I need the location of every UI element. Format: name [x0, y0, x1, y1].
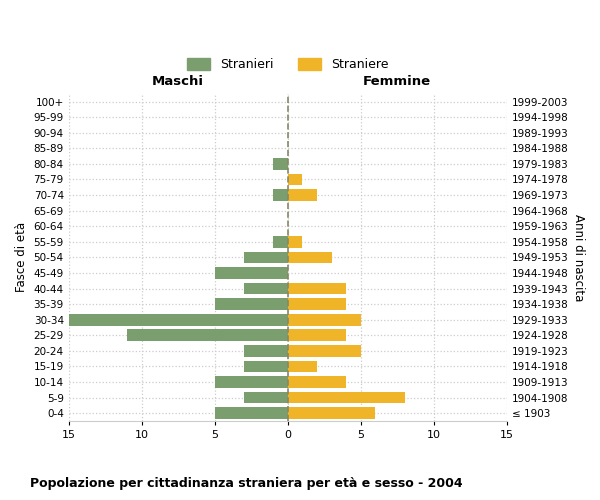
Bar — [244, 345, 287, 356]
Bar — [287, 174, 302, 186]
Bar — [287, 392, 404, 404]
Legend: Stranieri, Straniere: Stranieri, Straniere — [187, 58, 388, 71]
Bar — [287, 282, 346, 294]
Bar — [287, 252, 331, 263]
Text: Popolazione per cittadinanza straniera per età e sesso - 2004: Popolazione per cittadinanza straniera p… — [30, 477, 463, 490]
Bar — [273, 189, 287, 201]
Bar — [215, 298, 287, 310]
Bar — [287, 408, 376, 419]
Text: Femmine: Femmine — [363, 76, 431, 88]
Y-axis label: Fasce di età: Fasce di età — [15, 222, 28, 292]
Bar — [287, 330, 346, 341]
Bar — [215, 408, 287, 419]
Bar — [54, 314, 287, 326]
Bar — [215, 267, 287, 279]
Bar — [287, 360, 317, 372]
Bar — [287, 189, 317, 201]
Bar — [244, 282, 287, 294]
Bar — [287, 298, 346, 310]
Bar — [127, 330, 287, 341]
Bar — [244, 360, 287, 372]
Bar — [287, 345, 361, 356]
Bar — [215, 376, 287, 388]
Bar — [273, 158, 287, 170]
Bar — [287, 236, 302, 248]
Y-axis label: Anni di nascita: Anni di nascita — [572, 214, 585, 301]
Bar — [273, 236, 287, 248]
Bar — [244, 392, 287, 404]
Bar — [287, 376, 346, 388]
Bar — [244, 252, 287, 263]
Bar — [287, 314, 361, 326]
Text: Maschi: Maschi — [152, 76, 204, 88]
